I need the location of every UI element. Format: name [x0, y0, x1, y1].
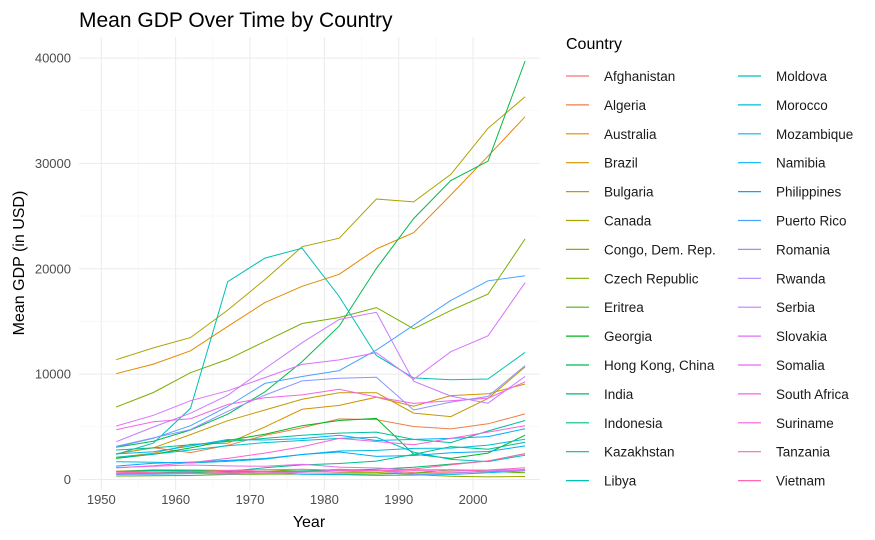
legend-label: Philippines: [776, 185, 842, 200]
legend-label: Romania: [776, 242, 831, 257]
legend-label: Puerto Rico: [776, 214, 847, 229]
legend-title: Country: [566, 36, 622, 53]
series-line: [116, 425, 526, 469]
series-line: [116, 238, 526, 408]
legend-label: Australia: [604, 127, 657, 142]
x-tick-label: 1980: [310, 492, 339, 507]
x-axis-ticks: 1950 1960 1970 1980 1990 2000: [87, 492, 488, 507]
series-line: [116, 60, 526, 448]
series-line: [116, 453, 526, 475]
legend-label: Serbia: [776, 300, 816, 315]
series-line: [116, 469, 526, 475]
y-tick-label: 10000: [35, 367, 71, 382]
legend-label: Georgia: [604, 329, 653, 344]
x-tick-label: 1970: [236, 492, 265, 507]
series-line: [116, 428, 526, 455]
series-line: [116, 116, 526, 375]
legend-label: Vietnam: [776, 474, 825, 489]
y-tick-label: 40000: [35, 51, 71, 66]
x-axis-title: Year: [293, 514, 326, 531]
y-tick-label: 30000: [35, 156, 71, 171]
legend-label: Tanzania: [776, 445, 831, 460]
legend: Afghanistan Algeria Australia Brazil Bulgari…: [566, 69, 853, 489]
x-tick-label: 1960: [161, 492, 190, 507]
legend-label: Hong Kong, China: [604, 358, 715, 373]
legend-label: Indonesia: [604, 416, 663, 431]
series-line: [116, 366, 526, 455]
x-tick-label: 1990: [384, 492, 413, 507]
legend-label: Moldova: [776, 69, 828, 84]
series-line: [116, 275, 526, 448]
legend-label: Morocco: [776, 98, 828, 113]
y-tick-label: 0: [64, 472, 71, 487]
series-line: [116, 96, 526, 361]
series-line: [116, 441, 526, 473]
legend-label: Somalia: [776, 358, 825, 373]
legend-label: South Africa: [776, 387, 849, 402]
series-line: [116, 417, 526, 459]
legend-label: India: [604, 387, 634, 402]
legend-label: Mozambique: [776, 127, 853, 142]
x-tick-label: 1950: [87, 492, 116, 507]
legend-label: Eritrea: [604, 300, 644, 315]
plot-grid: [79, 37, 540, 490]
series-line: [116, 381, 526, 431]
series-line: [116, 445, 526, 467]
y-axis-ticks: 0 10000 20000 30000 40000: [35, 51, 71, 487]
series-line: [116, 420, 526, 451]
series-line: [116, 282, 526, 427]
legend-label: Bulgaria: [604, 185, 654, 200]
series-line: [116, 365, 526, 447]
legend-label: Kazakhstan: [604, 445, 675, 460]
x-tick-label: 2000: [459, 492, 488, 507]
legend-label: Rwanda: [776, 271, 826, 286]
legend-label: Canada: [604, 214, 652, 229]
y-axis-title: Mean GDP (in USD): [11, 191, 28, 336]
series-line: [116, 247, 526, 455]
legend-label: Czech Republic: [604, 271, 699, 286]
legend-label: Suriname: [776, 416, 834, 431]
chart-title: Mean GDP Over Time by Country: [79, 9, 393, 32]
legend-label: Brazil: [604, 156, 638, 171]
legend-label: Namibia: [776, 156, 826, 171]
legend-label: Congo, Dem. Rep.: [604, 242, 716, 257]
legend-label: Libya: [604, 474, 637, 489]
series-line: [116, 463, 526, 471]
y-tick-label: 20000: [35, 261, 71, 276]
legend-label: Slovakia: [776, 329, 828, 344]
legend-label: Afghanistan: [604, 69, 675, 84]
series-line: [116, 311, 526, 443]
legend-label: Algeria: [604, 98, 647, 113]
plot-lines: [116, 60, 526, 478]
series-line: [116, 453, 526, 474]
series-line: [116, 436, 526, 463]
series-line: [116, 383, 526, 458]
